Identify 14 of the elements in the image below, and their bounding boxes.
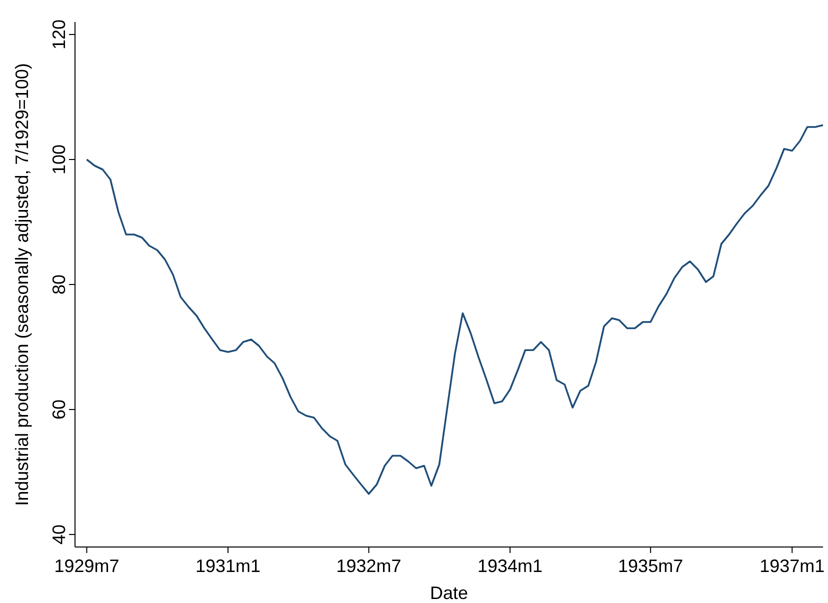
x-tick-label: 1931m1 [195,556,261,576]
x-tick-label: 1932m7 [336,556,402,576]
x-tick-label: 1937m1 [760,556,825,576]
y-tick-label: 100 [49,144,69,175]
x-tick-label: 1929m7 [54,556,120,576]
x-tick-label: 1934m1 [478,556,543,576]
y-tick-label: 40 [49,524,69,545]
y-tick-label: 80 [49,274,69,295]
y-tick-label: 60 [49,399,69,420]
x-axis-title: Date [430,583,468,603]
y-tick-label: 120 [49,19,69,50]
line-series [86,124,824,495]
y-axis-title: Industrial production (seasonally adjusted, 7/1929=100) [12,63,32,506]
x-tick-label: 1935m7 [618,556,684,576]
